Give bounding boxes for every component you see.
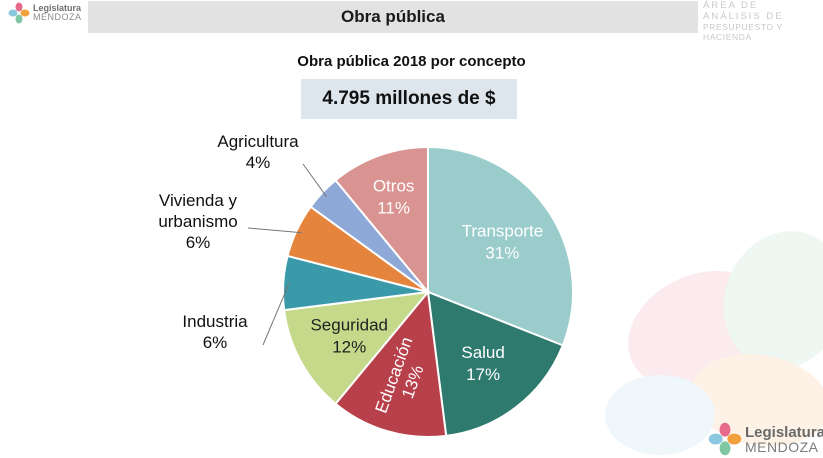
slice-label-transporte: Transporte 31% <box>462 221 544 262</box>
slice-name-agricultura: Agricultura <box>217 132 299 151</box>
header-band: Obra pública <box>88 1 698 33</box>
total-box: 4.795 millones de $ <box>301 79 517 119</box>
leader-line-agricultura <box>302 163 327 198</box>
slice-otros <box>334 145 429 295</box>
slice-name-vivienda-y-urbanismo: urbanismo <box>158 212 237 231</box>
logo-sub: MENDOZA <box>33 12 82 22</box>
slice-name-industria: Industria <box>182 312 248 331</box>
slice-value-transporte: 31% <box>485 243 519 262</box>
logo-flower-icon <box>708 422 742 456</box>
slice-value-salud: 17% <box>466 365 500 384</box>
chart-title: Obra pública 2018 por concepto <box>297 53 526 70</box>
slice-name-salud: Salud <box>461 343 504 362</box>
slice-transporte <box>427 145 574 347</box>
department-line-2: PRESUPUESTO Y HACIENDA <box>703 21 783 42</box>
slice-name-seguridad: Seguridad <box>310 315 388 334</box>
slice-educacion <box>334 289 448 438</box>
total-value: 4.795 millones de $ <box>322 88 496 109</box>
slice-value-otros: 11% <box>377 199 410 218</box>
logo-name: Legislatura <box>745 423 823 441</box>
page-title: Obra pública <box>341 7 445 26</box>
slice-label-otros: Otros 11% <box>373 177 415 218</box>
slice-label-seguridad: Seguridad 12% <box>310 315 388 356</box>
slice-value-agricultura: 4% <box>246 153 271 172</box>
leader-line-industria <box>262 283 290 346</box>
department-label: ÁREA DE ANÁLISIS DE PRESUPUESTO Y HACIEN… <box>703 0 821 42</box>
department-line-1: ÁREA DE ANÁLISIS DE <box>703 0 784 22</box>
slice-value-vivienda-y-urbanismo: 6% <box>186 233 211 252</box>
slice-name-transporte: Transporte <box>462 221 544 240</box>
logo-header: Legislatura MENDOZA <box>8 2 82 24</box>
slice-label-salud: Salud 17% <box>461 343 504 384</box>
slice-name-vivienda-y-urbanismo: Vivienda y <box>159 191 238 210</box>
slice-value-seguridad: 12% <box>332 337 366 356</box>
leader-line-vivienda-y-urbanismo <box>247 227 303 234</box>
logo-flower-icon <box>8 2 30 24</box>
slice-name-otros: Otros <box>373 177 415 196</box>
slice-seguridad <box>283 290 431 406</box>
logo-name: Legislatura <box>33 3 82 13</box>
slice-value-industria: 6% <box>203 333 228 352</box>
logo-footer: Legislatura MENDOZA <box>708 422 823 456</box>
logo-sub: MENDOZA <box>745 438 819 455</box>
slice-salud <box>426 290 565 437</box>
